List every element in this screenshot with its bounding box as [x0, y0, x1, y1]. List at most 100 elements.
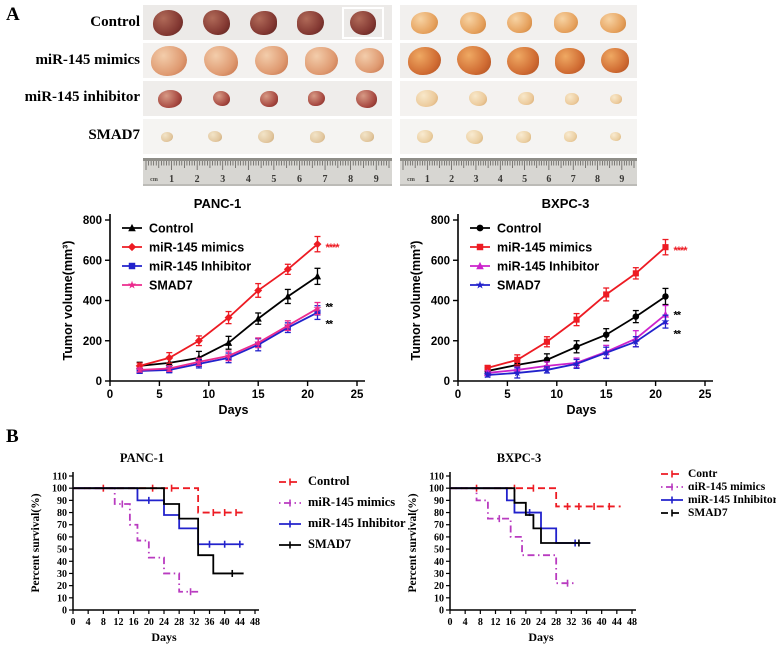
legend-item-control: Control: [278, 474, 406, 489]
svg-text:****: ****: [325, 242, 340, 254]
svg-text:Days: Days: [219, 403, 249, 417]
svg-text:8: 8: [478, 617, 483, 628]
tumor-photo: [410, 11, 438, 34]
svg-text:30: 30: [434, 569, 444, 580]
tumor-photo: [465, 129, 483, 144]
svg-text:BXPC-3: BXPC-3: [542, 196, 590, 211]
tumor-photo: [554, 12, 579, 33]
svg-text:5: 5: [522, 174, 527, 185]
svg-text:0: 0: [62, 606, 67, 617]
svg-text:Days: Days: [151, 630, 177, 644]
svg-text:9: 9: [374, 174, 379, 185]
mir-145-mimics-series: [135, 235, 322, 370]
tumor-photo: [151, 45, 188, 76]
svg-text:70: 70: [57, 520, 67, 531]
ruler-bxpc3: 1 2 3 4 5 6 7 8 9 cm: [400, 158, 637, 186]
tumor-photo-row: [143, 5, 392, 40]
tumor-photo-row: [400, 43, 637, 78]
legend-label: Control: [308, 474, 350, 488]
legend-item-contr: Contr: [660, 468, 776, 480]
tumor-photo: [160, 131, 173, 142]
legend-item--ir-145-mimics: ɑiR-145 mimics: [660, 481, 776, 493]
tumor-photo: [204, 45, 239, 76]
svg-text:20: 20: [301, 389, 314, 401]
svg-text:4: 4: [86, 617, 91, 628]
svg-text:10: 10: [434, 593, 444, 604]
tumor-photo: [609, 132, 621, 141]
svg-text:9: 9: [619, 174, 624, 185]
svg-text:3: 3: [473, 174, 478, 185]
svg-text:800: 800: [83, 215, 102, 227]
tumor-photo: [354, 48, 384, 73]
tumor-photo: [250, 10, 277, 35]
svg-text:110: 110: [53, 472, 67, 483]
svg-text:40: 40: [57, 557, 67, 568]
tumor-photo-row: [143, 43, 392, 78]
photo-row-label-inhibitor: miR-145 inhibitor: [24, 89, 140, 105]
svg-text:miR-145 Inhibitor: miR-145 Inhibitor: [497, 260, 599, 274]
tumor-photo: [304, 46, 338, 75]
tumor-photo: [457, 46, 491, 75]
svg-text:20: 20: [57, 581, 67, 592]
svg-text:30: 30: [57, 569, 67, 580]
legend-item-mir-145-inhibitor: miR-145 Inhibitor: [278, 516, 406, 531]
tumor-photo-row: [143, 81, 392, 116]
svg-text:4: 4: [246, 174, 251, 185]
svg-text:36: 36: [582, 617, 592, 628]
svg-text:36: 36: [205, 617, 215, 628]
svg-text:2: 2: [195, 174, 200, 185]
svg-text:20: 20: [434, 581, 444, 592]
svg-text:miR-145 Inhibitor: miR-145 Inhibitor: [149, 260, 251, 274]
smad7-survival-line: [73, 487, 244, 577]
bxpc3-tumor-volume-chart: BXPC-3 0 200 400 600 800 0 5 10 15 20 25 Days Tumor v…: [409, 196, 713, 417]
legend-line-sample: [661, 470, 683, 478]
svg-text:0: 0: [455, 389, 461, 401]
tumor-photo: [257, 130, 274, 143]
svg-text:80: 80: [57, 508, 67, 519]
svg-text:Days: Days: [567, 403, 597, 417]
svg-text:1: 1: [425, 174, 430, 185]
smad7-series: [483, 314, 670, 379]
svg-text:24: 24: [159, 617, 169, 628]
svg-text:200: 200: [83, 336, 102, 348]
svg-text:cm: cm: [407, 177, 415, 183]
svg-text:PANC-1: PANC-1: [194, 196, 241, 211]
legend-line-sample: [661, 509, 683, 517]
svg-text:28: 28: [551, 617, 561, 628]
svg-text:12: 12: [491, 617, 501, 628]
svg-text:0: 0: [439, 606, 444, 617]
svg-text:0: 0: [71, 617, 76, 628]
svg-text:48: 48: [250, 617, 260, 628]
tumor-photo: [609, 93, 622, 104]
legend-item-mir-145-inhibitor: miR-145 Inhibitor: [660, 494, 776, 506]
svg-text:20: 20: [649, 389, 662, 401]
legend-line-sample: [661, 483, 683, 491]
svg-text:25: 25: [351, 389, 364, 401]
svg-text:5: 5: [156, 389, 163, 401]
panel-a-label: A: [6, 4, 20, 25]
tumor-photo: [212, 91, 230, 106]
svg-text:Control: Control: [149, 222, 193, 236]
panc1-tumor-volume-chart: PANC-1 0 200 400 600 800 0 5 10 15 20 25 Days Tumor v…: [61, 196, 365, 417]
svg-text:40: 40: [434, 557, 444, 568]
svg-text:44: 44: [612, 617, 622, 628]
tumor-photo: [415, 90, 438, 107]
smad7-series: [135, 301, 322, 374]
panc1-tumor-photo-grid: [143, 5, 392, 154]
tumor-photo: [308, 91, 326, 106]
legend-line-sample: [279, 499, 301, 506]
legend-label: miR-145 mimics: [308, 495, 396, 509]
tumor-photo: [507, 12, 533, 33]
legend-label: miR-145 Inhibitor: [688, 494, 776, 506]
ruler-panc1: 1 2 3 4 5 6 7 8 9 cm: [143, 158, 392, 186]
svg-text:90: 90: [434, 496, 444, 507]
panel-b-label: B: [6, 426, 19, 447]
svg-text:0: 0: [448, 617, 453, 628]
tumor-photo: [416, 130, 433, 143]
tumor-photo: [297, 10, 324, 35]
legend-label: miR-145 Inhibitor: [308, 516, 406, 530]
svg-text:5: 5: [504, 389, 511, 401]
svg-text:44: 44: [235, 617, 245, 628]
svg-text:0: 0: [96, 376, 102, 388]
legend-item-smad7: SMAD7: [278, 537, 406, 552]
